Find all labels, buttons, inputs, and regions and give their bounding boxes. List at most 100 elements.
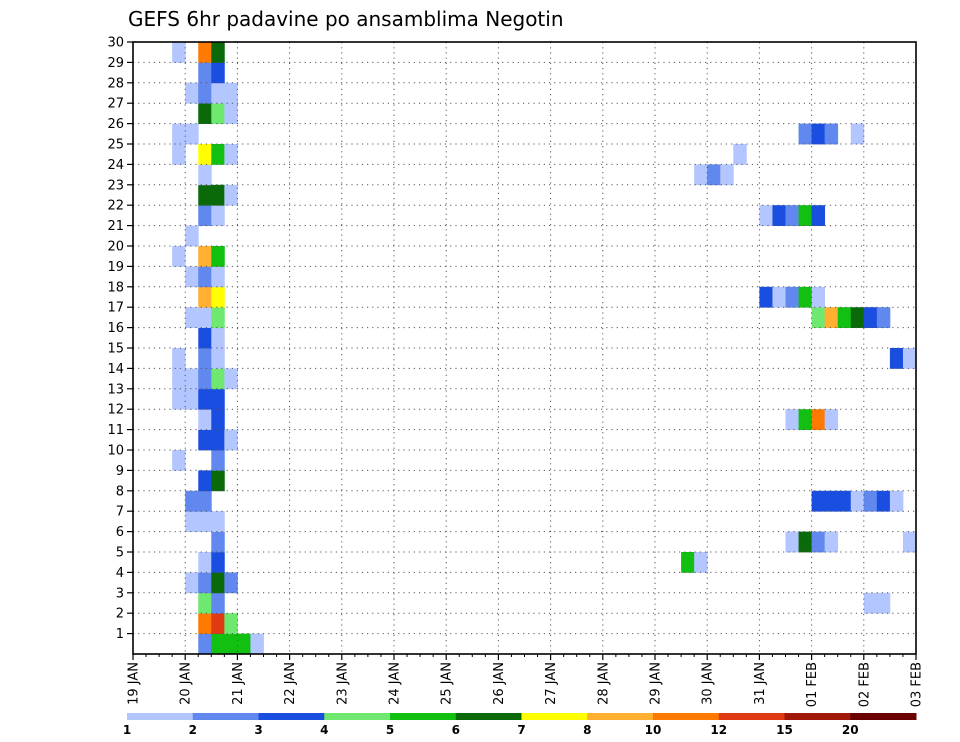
precip-cell bbox=[185, 388, 199, 410]
x-tick-label: 24 JAN bbox=[388, 662, 403, 705]
colorbar-label: 3 bbox=[254, 723, 262, 737]
precip-cell bbox=[198, 388, 212, 410]
precip-cell bbox=[172, 450, 186, 471]
precip-cell bbox=[237, 633, 251, 655]
precip-cell bbox=[785, 205, 799, 226]
colorbar-swatch bbox=[784, 713, 851, 720]
y-tick-label: 15 bbox=[107, 342, 124, 357]
precip-cell bbox=[198, 246, 212, 267]
colorbar-label: 12 bbox=[710, 723, 727, 737]
colorbar-label: 4 bbox=[320, 723, 328, 737]
precip-cell bbox=[198, 368, 212, 390]
y-tick-label: 2 bbox=[116, 607, 124, 622]
x-tick-label: 03 FEB bbox=[910, 662, 925, 707]
precip-cell bbox=[198, 42, 212, 63]
x-tick-label: 20 JAN bbox=[179, 662, 194, 705]
y-tick-label: 1 bbox=[116, 627, 124, 642]
precip-cell bbox=[837, 307, 852, 328]
precip-cell bbox=[876, 307, 891, 328]
colorbar-swatch bbox=[192, 713, 259, 720]
y-axis: 1234567891011121314151617181920212223242… bbox=[107, 36, 133, 642]
colorbar-swatch bbox=[718, 713, 785, 720]
precip-cell bbox=[811, 307, 826, 328]
y-tick-label: 18 bbox=[107, 280, 124, 295]
y-tick-label: 9 bbox=[116, 464, 124, 479]
colorbar-swatch bbox=[653, 713, 720, 720]
precip-cell bbox=[733, 144, 747, 165]
precip-cell bbox=[185, 572, 199, 594]
y-tick-label: 30 bbox=[107, 36, 124, 51]
precip-cell bbox=[224, 184, 238, 206]
colorbar-swatch bbox=[390, 713, 457, 720]
precip-cell bbox=[785, 531, 799, 553]
precip-cell bbox=[798, 286, 812, 308]
precip-cell bbox=[211, 144, 225, 165]
precip-cell bbox=[211, 205, 225, 226]
precip-cell bbox=[172, 144, 186, 165]
precip-cell bbox=[772, 205, 786, 226]
precip-cell bbox=[811, 123, 826, 145]
y-tick-label: 24 bbox=[107, 158, 124, 173]
precip-cell bbox=[759, 205, 773, 226]
precip-cell bbox=[198, 633, 212, 655]
precip-cell bbox=[224, 572, 238, 594]
x-axis: 19 JAN 20 JAN 21 JAN 22 JAN 23 JAN 24 JAN 25 J… bbox=[127, 654, 925, 707]
precip-cell bbox=[185, 368, 199, 390]
precip-cell bbox=[211, 348, 225, 369]
precip-cell bbox=[824, 490, 839, 512]
y-tick-label: 21 bbox=[107, 219, 124, 234]
precip-cell bbox=[211, 511, 225, 532]
precip-cell bbox=[185, 511, 199, 532]
precip-cell bbox=[811, 531, 826, 553]
precip-cell bbox=[798, 205, 812, 226]
precip-cell bbox=[211, 388, 225, 410]
precip-cell bbox=[211, 184, 225, 206]
precip-cell bbox=[185, 307, 199, 328]
precip-cell bbox=[785, 409, 799, 430]
precip-cell bbox=[824, 123, 839, 145]
precip-cell bbox=[198, 184, 212, 206]
precip-cell bbox=[198, 409, 212, 430]
x-tick-label: 25 JAN bbox=[440, 662, 455, 705]
y-tick-label: 25 bbox=[107, 138, 124, 153]
precip-cell bbox=[224, 368, 238, 390]
heatmap-cells bbox=[172, 42, 917, 655]
precip-cell bbox=[824, 307, 839, 328]
precip-cell bbox=[863, 307, 878, 328]
precip-cell bbox=[811, 286, 826, 308]
colorbar-swatch bbox=[455, 713, 522, 720]
precip-cell bbox=[694, 164, 708, 186]
y-tick-label: 6 bbox=[116, 525, 124, 540]
precip-cell bbox=[198, 470, 212, 492]
precip-cell bbox=[198, 592, 212, 614]
grid-lines bbox=[133, 41, 916, 654]
x-tick-label: 31 JAN bbox=[753, 662, 768, 705]
precip-cell bbox=[876, 490, 891, 512]
chart-title: GEFS 6hr padavine po ansamblima Negotin bbox=[128, 7, 564, 31]
colorbar: 1 2 3 4 5 6 7 8 10 12 15 20 bbox=[123, 713, 917, 737]
precip-cell bbox=[211, 368, 225, 390]
precip-cell bbox=[198, 144, 212, 165]
precip-cell bbox=[198, 103, 212, 124]
y-tick-label: 20 bbox=[107, 240, 124, 255]
precip-cell bbox=[211, 552, 225, 573]
y-tick-label: 13 bbox=[107, 382, 124, 397]
precip-cell bbox=[172, 123, 186, 145]
precip-cell bbox=[863, 592, 878, 614]
precip-cell bbox=[198, 307, 212, 328]
precip-cell bbox=[172, 246, 186, 267]
colorbar-label: 8 bbox=[583, 723, 591, 737]
x-tick-label: 02 FEB bbox=[857, 662, 872, 707]
precip-cell bbox=[850, 123, 865, 145]
precip-cell bbox=[198, 286, 212, 308]
precip-cell bbox=[250, 633, 264, 655]
precip-cell bbox=[902, 531, 917, 553]
y-tick-label: 19 bbox=[107, 260, 124, 275]
precip-cell bbox=[211, 286, 225, 308]
precip-cell bbox=[224, 613, 238, 634]
precip-cell bbox=[211, 592, 225, 614]
colorbar-label: 20 bbox=[842, 723, 859, 737]
precip-cell bbox=[863, 490, 878, 512]
precip-cell bbox=[224, 144, 238, 165]
